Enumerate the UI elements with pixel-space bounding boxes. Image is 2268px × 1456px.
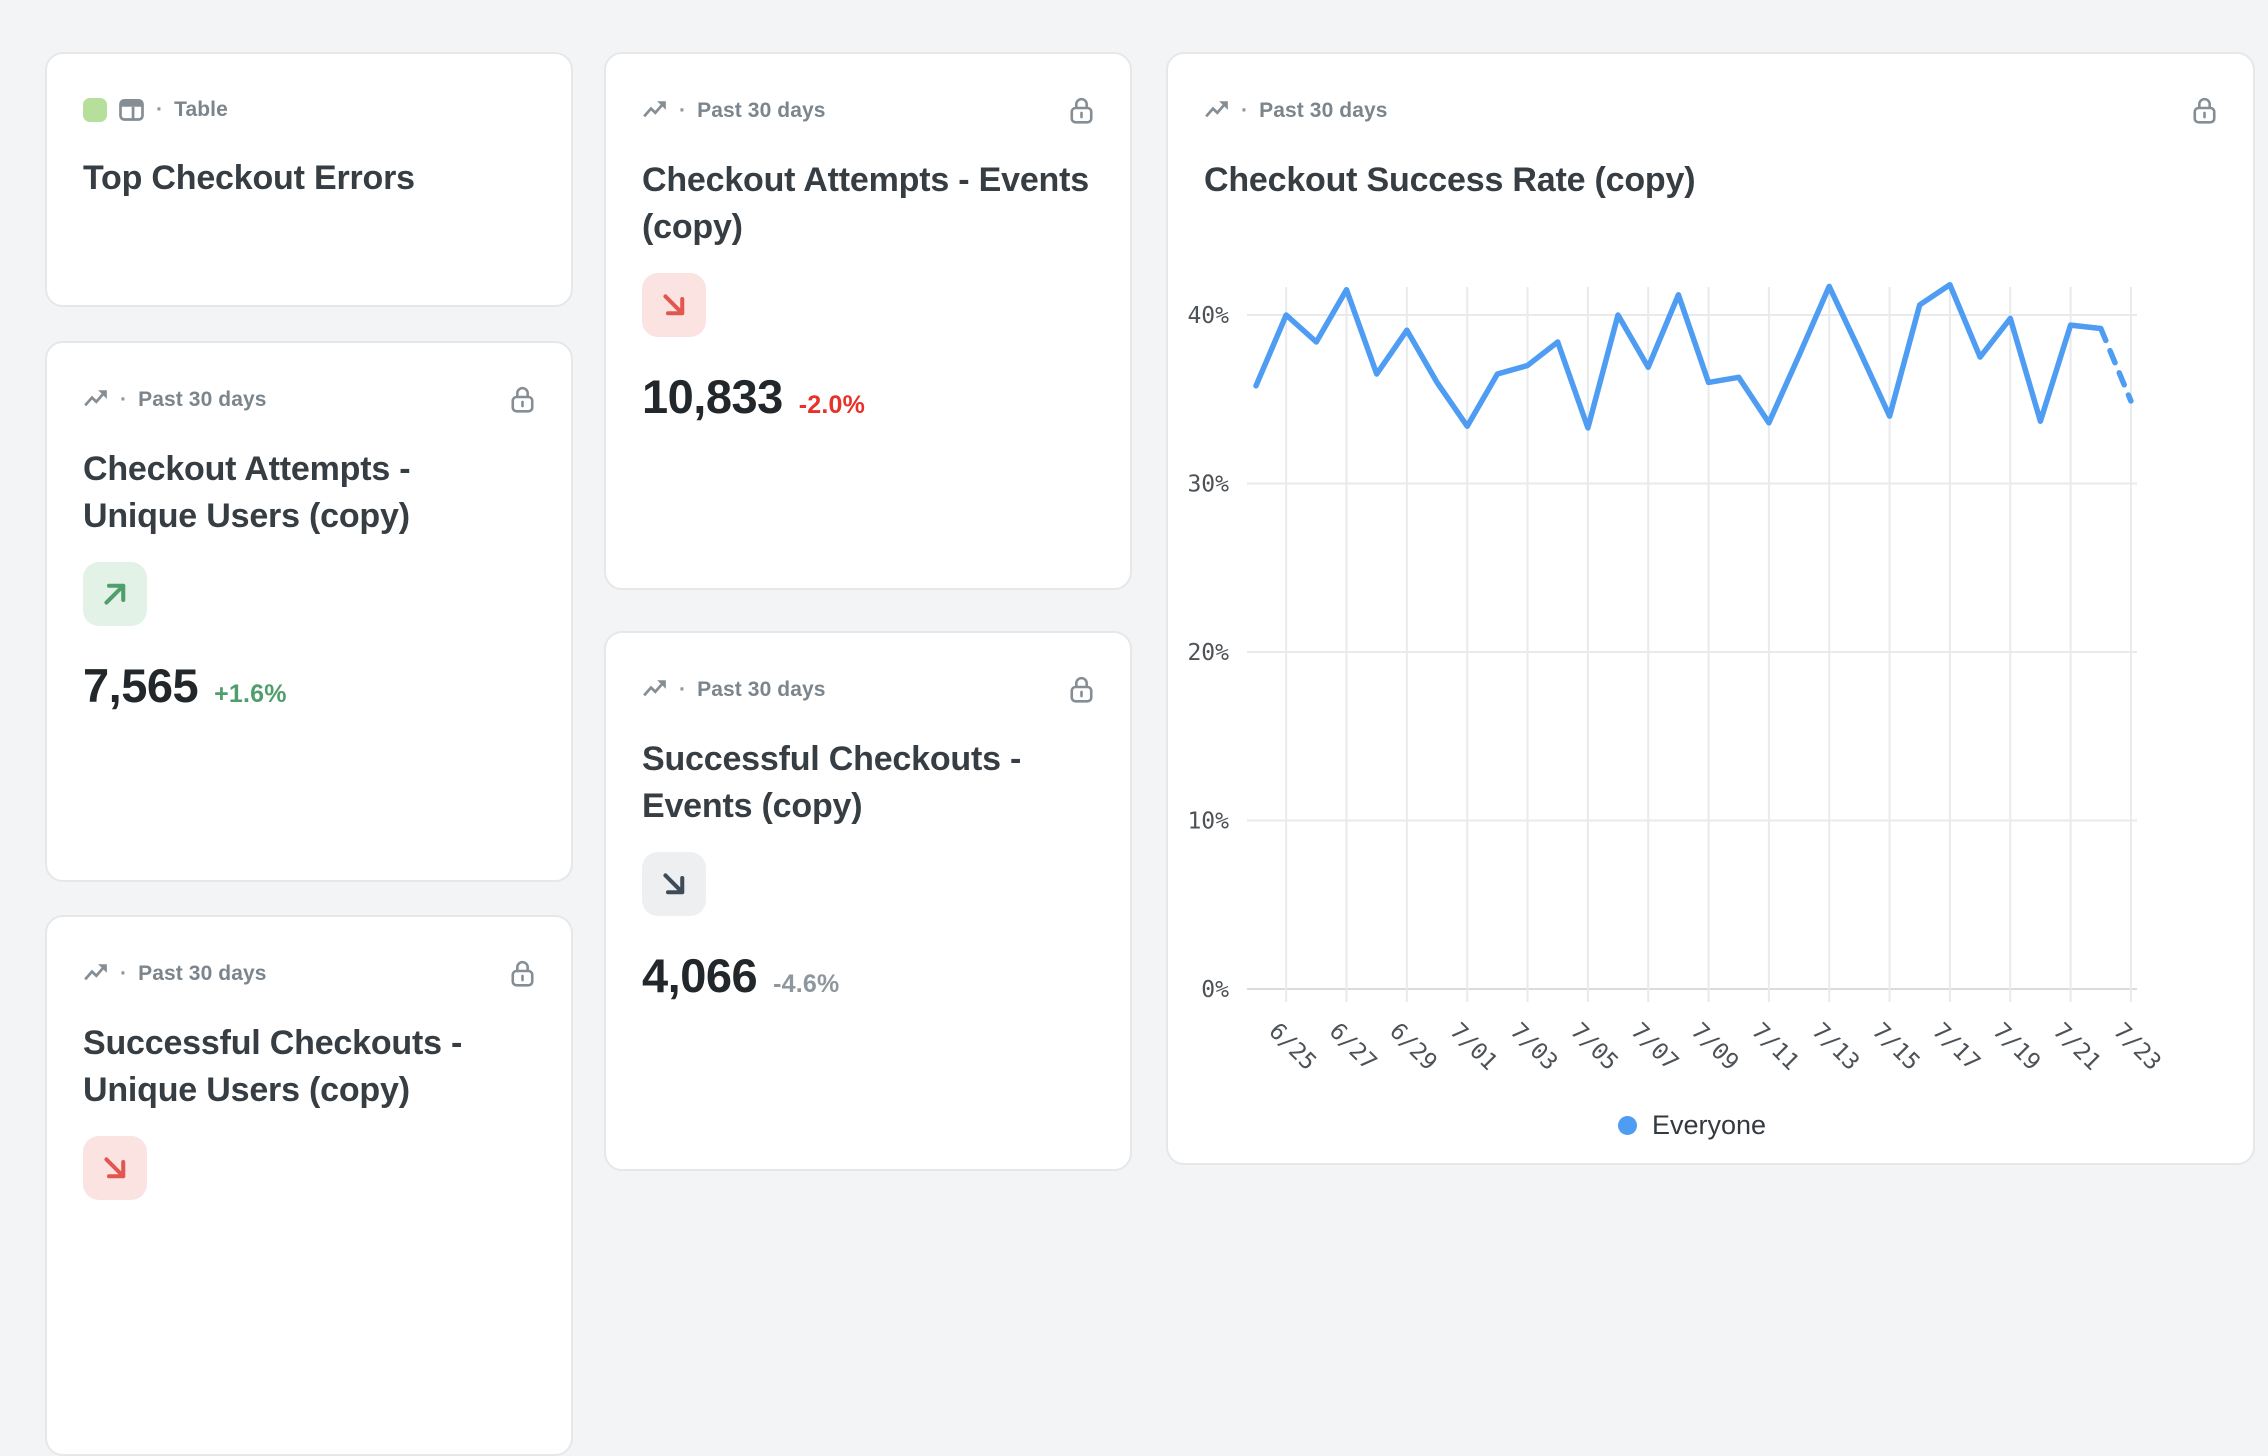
trending-up-icon bbox=[642, 98, 668, 124]
header-separator: · bbox=[156, 97, 164, 121]
table-color-chip-icon bbox=[83, 97, 107, 122]
metric-value: 4,066 bbox=[642, 949, 758, 1002]
lock-icon[interactable] bbox=[1069, 96, 1094, 125]
lock-icon[interactable] bbox=[510, 385, 535, 414]
x-axis-label: 7/07 bbox=[1626, 1018, 1684, 1076]
header-separator: · bbox=[679, 677, 687, 701]
card-header: · Past 30 days bbox=[642, 675, 1094, 704]
x-axis-label: 7/17 bbox=[1927, 1018, 1985, 1076]
trend-chip-up bbox=[83, 562, 147, 626]
x-axis-label: 7/05 bbox=[1565, 1018, 1623, 1076]
card-checkout-success-rate-chart[interactable]: · Past 30 days Checkout Success Rate (co… bbox=[1166, 52, 2255, 1165]
series-line-everyone-partial bbox=[2098, 325, 2134, 404]
metric-value: 10,833 bbox=[642, 370, 783, 423]
line-chart: 0%10%20%30%40%6/25 6/27 6/29 7/01 7/03 7/05 7/… bbox=[1187, 281, 2166, 1076]
legend-marker-everyone[interactable] bbox=[1617, 1116, 1637, 1135]
x-axis-label: 7/11 bbox=[1746, 1018, 1804, 1076]
metric-delta: -2.0% bbox=[798, 391, 866, 419]
x-axis-label: 7/23 bbox=[2108, 1018, 2166, 1076]
card-header: · Past 30 days bbox=[1204, 96, 2217, 125]
card-period-label: Past 30 days bbox=[138, 961, 267, 985]
metric-delta: -4.6% bbox=[773, 970, 840, 998]
x-axis-label: 6/27 bbox=[1324, 1018, 1382, 1076]
card-period-label: Past 30 days bbox=[697, 98, 826, 122]
trending-up-icon bbox=[83, 387, 109, 413]
lock-icon[interactable] bbox=[2192, 96, 2217, 125]
series-line-everyone bbox=[1253, 281, 2104, 431]
card-title: Top Checkout Errors bbox=[83, 159, 415, 197]
card-header: · Past 30 days bbox=[83, 959, 535, 988]
x-axis-label: 6/25 bbox=[1264, 1018, 1322, 1076]
card-header: · Past 30 days bbox=[642, 96, 1094, 125]
y-axis-label: 30% bbox=[1187, 472, 1229, 498]
x-axis-label: 6/29 bbox=[1384, 1018, 1442, 1076]
trending-up-icon bbox=[1204, 98, 1230, 124]
card-title: Checkout Attempts - Unique Users (copy) bbox=[83, 450, 411, 535]
x-axis-label: 7/13 bbox=[1807, 1018, 1865, 1076]
metric-row: 4,066 -4.6% bbox=[642, 948, 1094, 1003]
metric-row: 10,833 -2.0% bbox=[642, 369, 1094, 424]
card-checkout-attempts-events[interactable]: · Past 30 days Checkout Attempts - Event… bbox=[604, 52, 1132, 590]
card-header: · Past 30 days bbox=[83, 385, 535, 414]
arrow-down-right-icon bbox=[663, 873, 685, 895]
arrow-down-right-icon bbox=[104, 1157, 126, 1179]
trending-up-icon bbox=[83, 961, 109, 987]
y-axis-label: 0% bbox=[1201, 977, 1229, 1003]
card-title: Successful Checkouts - Events (copy) bbox=[642, 740, 1022, 825]
card-title: Successful Checkouts - Unique Users (cop… bbox=[83, 1024, 463, 1109]
metric-value: 7,565 bbox=[83, 659, 199, 712]
y-axis-label: 40% bbox=[1187, 303, 1229, 329]
card-period-label: Past 30 days bbox=[1259, 98, 1388, 122]
trend-chip-down bbox=[83, 1136, 147, 1200]
header-separator: · bbox=[120, 961, 128, 985]
card-period-label: Past 30 days bbox=[138, 387, 267, 411]
arrow-down-right-icon bbox=[663, 294, 685, 316]
chart-title: Checkout Success Rate (copy) bbox=[1204, 161, 1696, 199]
header-separator: · bbox=[1241, 98, 1249, 122]
chart-legend: Everyone bbox=[1247, 1110, 2137, 1141]
x-axis-label: 7/09 bbox=[1686, 1018, 1744, 1076]
arrow-up-right-icon bbox=[104, 583, 126, 605]
trending-up-icon bbox=[642, 677, 668, 703]
x-axis-label: 7/01 bbox=[1445, 1018, 1503, 1076]
y-axis-label: 10% bbox=[1187, 809, 1229, 835]
card-top-checkout-errors[interactable]: · Table Top Checkout Errors bbox=[45, 52, 573, 307]
x-axis-label: 7/21 bbox=[2048, 1018, 2106, 1076]
card-header: · Table bbox=[83, 96, 535, 123]
table-layout-icon bbox=[118, 96, 145, 123]
trend-chip-down bbox=[642, 273, 706, 337]
card-type-label: Table bbox=[174, 97, 228, 121]
card-successful-checkouts-unique-users[interactable]: · Past 30 days Successful Checkouts - Un… bbox=[45, 915, 573, 1456]
metric-row: 7,565 +1.6% bbox=[83, 658, 535, 713]
card-checkout-attempts-unique-users[interactable]: · Past 30 days Checkout Attempts - Uniqu… bbox=[45, 341, 573, 882]
card-title: Checkout Attempts - Events (copy) bbox=[642, 161, 1089, 246]
metric-delta: +1.6% bbox=[214, 680, 287, 708]
y-axis-label: 20% bbox=[1187, 640, 1229, 666]
trend-chip-down-neutral bbox=[642, 852, 706, 916]
x-axis-label: 7/03 bbox=[1505, 1018, 1563, 1076]
lock-icon[interactable] bbox=[1069, 675, 1094, 704]
x-axis-label: 7/15 bbox=[1867, 1018, 1925, 1076]
header-separator: · bbox=[120, 387, 128, 411]
legend-label-everyone[interactable]: Everyone bbox=[1651, 1110, 1767, 1140]
header-separator: · bbox=[679, 98, 687, 122]
x-axis-label: 7/19 bbox=[1988, 1018, 2046, 1076]
card-period-label: Past 30 days bbox=[697, 677, 826, 701]
lock-icon[interactable] bbox=[510, 959, 535, 988]
card-successful-checkouts-events[interactable]: · Past 30 days Successful Checkouts - Ev… bbox=[604, 631, 1132, 1171]
